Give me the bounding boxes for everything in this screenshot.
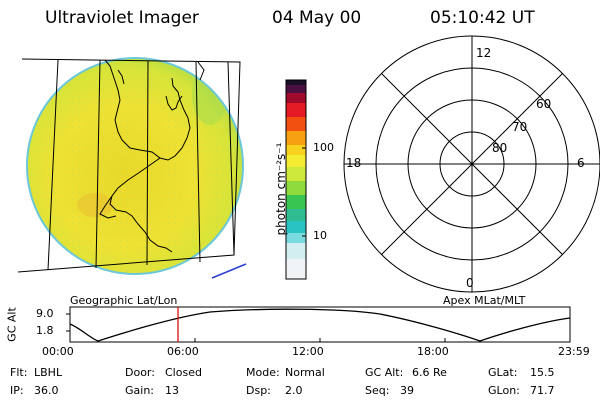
altitude-curve — [69, 308, 571, 342]
coastline — [99, 59, 205, 253]
info-glon-value: 71.7 — [530, 384, 555, 397]
colorbar-tick-10: 10 — [313, 229, 327, 242]
date-label: 04 May 00 — [272, 8, 362, 28]
info-glat-value: 15.5 — [530, 366, 555, 379]
mlat-label-70: 70 — [512, 120, 528, 134]
info-gain-value: 13 — [165, 384, 179, 397]
altitude-plot — [66, 306, 571, 343]
time-tick-0: 00:00 — [42, 345, 74, 358]
alt-tick-high: 9.0 — [36, 307, 54, 320]
sun-vector — [211, 263, 247, 279]
geographic-grid — [17, 58, 241, 273]
altitude-ylabel: GC Alt — [5, 307, 19, 342]
info-glat-label: GLat: — [488, 366, 518, 379]
alt-tick-low: 1.8 — [36, 324, 54, 337]
mlat-label-80: 80 — [492, 141, 508, 155]
info-mode-label: Mode: — [246, 366, 280, 379]
geographic-label: Geographic Lat/Lon — [70, 294, 178, 307]
info-flt-label: Flt: — [10, 366, 28, 379]
info-glon-label: GLon: — [488, 384, 520, 397]
mlt-label-6: 6 — [577, 156, 585, 170]
info-dsp-value: 2.0 — [285, 384, 303, 397]
colorbar-unit-label: photon cm⁻²s⁻¹ — [274, 142, 288, 236]
mlt-label-18: 18 — [346, 156, 362, 170]
info-dsp-label: Dsp: — [246, 384, 271, 397]
info-flt-value: LBHL — [34, 366, 63, 379]
mlt-label-0: 0 — [466, 276, 474, 290]
info-gcalt-value: 6.6 Re — [412, 366, 447, 379]
info-mode-value: Normal — [285, 366, 325, 379]
info-seq-value: 39 — [400, 384, 414, 397]
polar-plot — [343, 35, 600, 293]
time-tick-3: 18:00 — [417, 345, 449, 358]
info-door-label: Door: — [125, 366, 155, 379]
time-tick-1: 06:00 — [167, 345, 199, 358]
info-gain-label: Gain: — [125, 384, 154, 397]
colorbar — [285, 79, 307, 280]
instrument-title: Ultraviolet Imager — [45, 8, 199, 28]
info-ip-label: IP: — [10, 384, 24, 397]
mlat-label-60: 60 — [536, 97, 552, 111]
mlt-label-12: 12 — [476, 46, 492, 60]
info-door-value: Closed — [165, 366, 202, 379]
apex-label: Apex MLat/MLT — [443, 294, 526, 307]
uv-image-disk — [26, 57, 244, 275]
info-gcalt-label: GC Alt: — [365, 366, 404, 379]
info-seq-label: Seq: — [365, 384, 390, 397]
time-label: 05:10:42 UT — [430, 8, 535, 28]
time-tick-4: 23:59 — [558, 345, 590, 358]
time-tick-2: 12:00 — [292, 345, 324, 358]
info-ip-value: 36.0 — [34, 384, 59, 397]
colorbar-tick-100: 100 — [313, 141, 334, 154]
